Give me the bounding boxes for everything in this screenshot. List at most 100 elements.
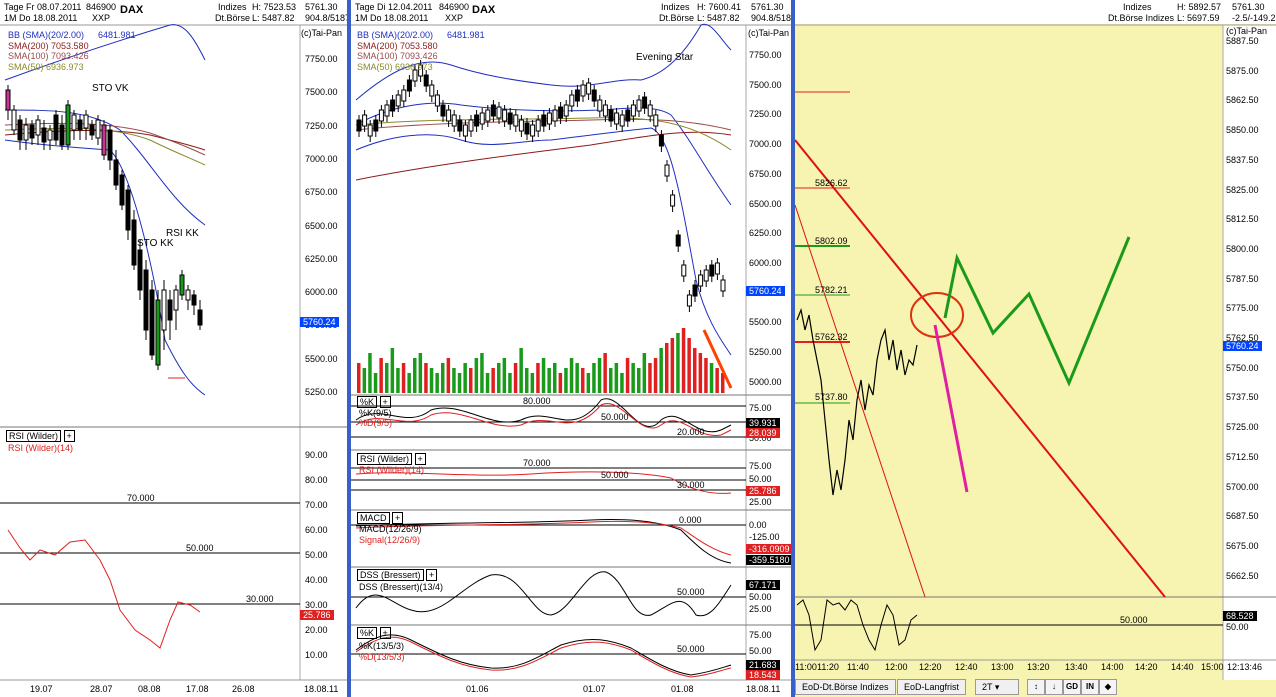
p2-volume-bar-50 bbox=[637, 368, 641, 393]
p2-candle-24 bbox=[490, 104, 496, 117]
p1-x-tick-1: 28.07 bbox=[90, 684, 113, 694]
p2-candle-38 bbox=[569, 94, 575, 107]
p2-candle-52 bbox=[647, 104, 653, 117]
p1-candle-30 bbox=[185, 289, 191, 301]
tab-eod-langfrist[interactable]: EoD-Langfrist bbox=[897, 679, 967, 695]
p1-price-tick-9: 5500.00 bbox=[305, 353, 338, 364]
p2-dss-subtitle: DSS (Bressert)(13/4) bbox=[359, 582, 444, 592]
p3-price-tick-15: 5700.00 bbox=[1226, 481, 1259, 492]
p2-volume-bar-31 bbox=[530, 373, 535, 393]
p1-copyright: (c)Tai-Pan bbox=[301, 28, 343, 38]
p2-date-end: 1M Do 18.08.2011 bbox=[355, 13, 429, 23]
pane-separator-2[interactable] bbox=[791, 0, 795, 697]
p2-price-tick-4: 6750.00 bbox=[749, 168, 782, 179]
p1-candle-11 bbox=[71, 114, 77, 131]
p2-volume-bar-63 bbox=[709, 363, 714, 393]
p2-volume-bar-7 bbox=[396, 368, 400, 393]
p1-date-end: 1M Do 18.08.2011 bbox=[4, 13, 78, 23]
p3-x-tick-9: 14:00 bbox=[1101, 662, 1124, 672]
timeframe-select[interactable]: 2T ▾ bbox=[975, 679, 1019, 695]
diamond-icon[interactable]: ◆ bbox=[1099, 679, 1117, 695]
p3-x-tick-8: 13:40 bbox=[1065, 662, 1088, 672]
chart-pane-1[interactable]: Tage Fr 08.07.2011 846900 DAX Indizes H:… bbox=[0, 0, 347, 697]
p1-candle-16 bbox=[101, 124, 107, 156]
p2-candle-23 bbox=[485, 109, 491, 122]
in-button[interactable]: IN bbox=[1081, 679, 1099, 695]
p2-exchange-type: Indizes bbox=[661, 2, 690, 12]
p2-stoch1-tick-50: 50.00 bbox=[749, 433, 772, 443]
p2-candles bbox=[356, 60, 726, 312]
p2-volume-bar-43 bbox=[597, 358, 602, 393]
p1-candle-9 bbox=[59, 124, 65, 146]
p2-macd-subtitle: MACD(12/26/9) bbox=[359, 524, 422, 534]
p2-candle-49 bbox=[630, 104, 636, 117]
p2-volume-bar-24 bbox=[491, 368, 495, 393]
p2-x-tick-2: 01.08 bbox=[671, 684, 694, 694]
p3-price-tick-7: 5800.00 bbox=[1226, 243, 1259, 254]
p1-rsi-level-50: 50.000 bbox=[186, 543, 214, 553]
p1-candle-32 bbox=[197, 309, 203, 326]
p2-price-tick-9: 5500.00 bbox=[749, 317, 782, 328]
p2-candle-11 bbox=[418, 64, 424, 77]
p2-stoch2-label-d: 18.543 bbox=[746, 670, 780, 680]
p1-candle-6 bbox=[41, 127, 47, 143]
p3-x-tick-12: 15:00 bbox=[1201, 662, 1224, 672]
p3-x-tick-0: 11:00 bbox=[795, 662, 817, 672]
p2-volume-bar-37 bbox=[564, 368, 568, 393]
p2-stoch1-level-80: 80.000 bbox=[523, 396, 551, 406]
p2-dss-title[interactable]: DSS (Bressert) + bbox=[357, 569, 438, 581]
gd-button[interactable]: GD bbox=[1063, 679, 1081, 695]
p3-change: -2.5/-149.2 bbox=[1232, 13, 1276, 23]
p3-intraday-line bbox=[796, 307, 918, 496]
tab-eod-dt-boerse-indizes[interactable]: EoD-Dt.Börse Indizes bbox=[795, 679, 896, 695]
p3-price-tick-1: 5875.00 bbox=[1226, 65, 1259, 76]
p3-exchange: Dt.Börse Indizes bbox=[1108, 13, 1175, 23]
p2-last: 5761.30 bbox=[751, 2, 784, 12]
p3-price-tick-2: 5862.50 bbox=[1226, 95, 1259, 106]
p1-candle-19 bbox=[119, 174, 125, 206]
arrow-up-icon[interactable]: ↕ bbox=[1027, 679, 1045, 695]
p3-x-tick-7: 13:20 bbox=[1027, 662, 1050, 672]
pane-separator-1[interactable] bbox=[347, 0, 351, 697]
p1-candle-2 bbox=[17, 119, 23, 141]
p2-volume-bar-30 bbox=[525, 368, 529, 393]
p1-rsi-tick-4: 50.00 bbox=[305, 550, 328, 560]
p2-volume-bar-21 bbox=[474, 358, 479, 393]
p1-source: XXP bbox=[92, 13, 111, 23]
p2-candle-3 bbox=[373, 119, 379, 132]
p2-candle-17 bbox=[451, 114, 457, 127]
p2-volume-bar-12 bbox=[424, 363, 428, 393]
p2-stoch1-title[interactable]: %K + bbox=[357, 396, 391, 408]
p2-macd-title[interactable]: MACD + bbox=[357, 512, 404, 524]
p1-price-tick-0: 7750.00 bbox=[305, 54, 338, 64]
p2-stoch2-title[interactable]: %K + bbox=[357, 627, 391, 639]
p2-candle-33 bbox=[541, 114, 547, 127]
p2-volume-bar-28 bbox=[513, 363, 518, 393]
chart-pane-2[interactable]: Tage Di 12.04.2011 846900 DAX Indizes H:… bbox=[351, 0, 791, 697]
p1-rsi-title[interactable]: RSI (Wilder) + bbox=[6, 430, 75, 442]
p2-volume-bar-16 bbox=[446, 358, 451, 393]
p2-macd-tick-125: -125.00 bbox=[749, 532, 780, 542]
p2-rsi-tick-25: 25.00 bbox=[749, 497, 772, 507]
p2-price-tick-5: 6500.00 bbox=[749, 198, 782, 209]
p2-macd-zero: 0.000 bbox=[679, 515, 702, 525]
p2-sma50 bbox=[355, 117, 732, 151]
p2-candle-15 bbox=[440, 104, 446, 117]
p2-candle-64 bbox=[714, 262, 720, 275]
p2-volume-bar-13 bbox=[429, 368, 434, 393]
arrow-down-icon[interactable]: ↓ bbox=[1045, 679, 1063, 695]
p2-price-tick-10: 5250.00 bbox=[749, 347, 782, 357]
p3-price-tick-11: 5750.00 bbox=[1226, 362, 1259, 373]
p3-x-tick-3: 12:00 bbox=[885, 662, 908, 672]
p2-volume-bar-11 bbox=[418, 353, 423, 393]
p2-rsi-title[interactable]: RSI (Wilder) + bbox=[357, 453, 426, 465]
p2-volume-bar-54 bbox=[659, 348, 663, 393]
p2-stoch1-k: %K(9/5) bbox=[359, 408, 392, 418]
p1-candle-31 bbox=[191, 294, 197, 306]
p1-rsi-tick-5: 40.00 bbox=[305, 575, 328, 585]
chart-pane-3[interactable]: Indizes H: 5892.57 5761.30 Dt.Börse Indi… bbox=[795, 0, 1276, 697]
p1-candle-26 bbox=[161, 289, 167, 331]
p2-volume-bar-15 bbox=[441, 363, 445, 393]
p1-price-tick-10: 5250.00 bbox=[305, 387, 338, 397]
p3-x-tick-2: 11:40 bbox=[847, 662, 869, 672]
